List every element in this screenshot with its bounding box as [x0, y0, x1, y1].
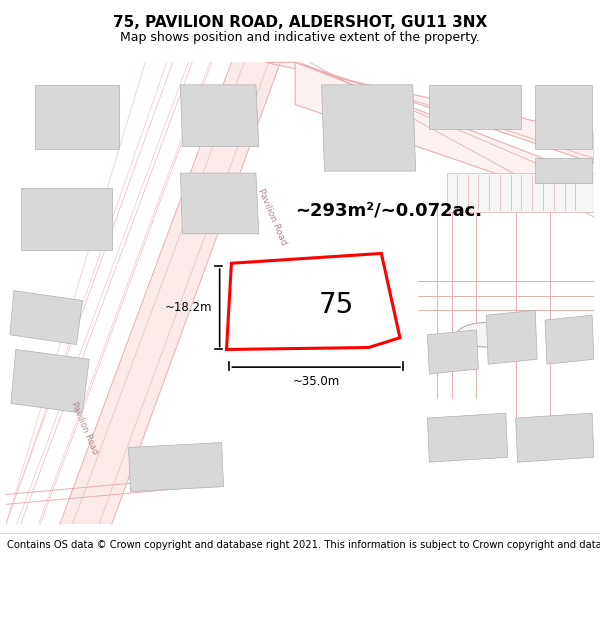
Text: ~35.0m: ~35.0m — [293, 375, 340, 388]
Text: Pavilion Road: Pavilion Road — [257, 188, 289, 247]
Polygon shape — [21, 188, 112, 249]
Polygon shape — [10, 291, 82, 344]
Text: Pavilion Road: Pavilion Road — [69, 400, 100, 456]
Text: Contains OS data © Crown copyright and database right 2021. This information is : Contains OS data © Crown copyright and d… — [7, 540, 600, 550]
Text: Map shows position and indicative extent of the property.: Map shows position and indicative extent… — [120, 31, 480, 44]
Polygon shape — [427, 330, 478, 374]
Polygon shape — [535, 85, 592, 149]
Bar — [447, 173, 594, 213]
Polygon shape — [486, 310, 537, 364]
Polygon shape — [181, 85, 259, 147]
Polygon shape — [11, 349, 89, 413]
Text: 75, PAVILION ROAD, ALDERSHOT, GU11 3NX: 75, PAVILION ROAD, ALDERSHOT, GU11 3NX — [113, 16, 487, 31]
Ellipse shape — [457, 322, 515, 347]
Polygon shape — [515, 413, 594, 462]
Polygon shape — [227, 253, 400, 349]
Text: ~18.2m: ~18.2m — [164, 301, 212, 314]
Polygon shape — [266, 62, 594, 163]
Polygon shape — [322, 85, 416, 171]
Polygon shape — [545, 315, 594, 364]
Polygon shape — [35, 85, 119, 149]
Polygon shape — [295, 62, 594, 208]
Polygon shape — [128, 442, 224, 492]
Polygon shape — [181, 173, 259, 234]
Text: ~293m²/~0.072ac.: ~293m²/~0.072ac. — [295, 201, 482, 219]
Polygon shape — [535, 158, 592, 183]
Polygon shape — [427, 413, 508, 462]
Polygon shape — [60, 62, 280, 524]
Polygon shape — [430, 85, 521, 129]
Text: 75: 75 — [319, 291, 354, 319]
